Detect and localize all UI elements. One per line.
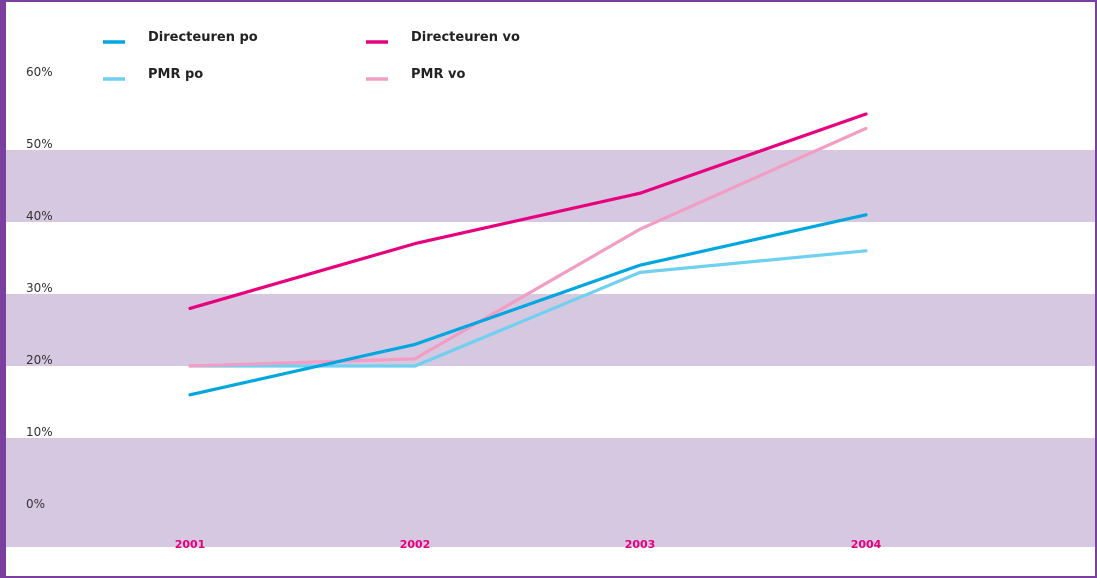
legend-label: PMR vo	[411, 67, 465, 82]
band-0	[6, 438, 1095, 547]
y-tick-label: 20%	[26, 353, 53, 367]
y-tick-label: 50%	[26, 137, 53, 151]
y-axis-ticks: 0% 10% 20% 30% 40% 50% 60%	[26, 65, 53, 511]
y-tick-label: 30%	[26, 281, 53, 295]
y-tick-label: 0%	[26, 497, 45, 511]
series-line-pmr-vo	[188, 126, 868, 368]
y-tick-label: 40%	[26, 209, 53, 223]
x-category-label: 2004	[851, 538, 882, 551]
x-category-label: 2001	[175, 538, 206, 551]
legend: Directeuren po Directeuren vo PMR po PMR vo	[103, 30, 520, 82]
legend-label: Directeuren po	[148, 30, 258, 45]
legend-label: Directeuren vo	[411, 30, 520, 45]
series-line-directeuren-po	[188, 213, 868, 397]
x-category-label: 2003	[625, 538, 656, 551]
legend-label: PMR po	[148, 67, 203, 82]
band-1	[6, 294, 1095, 366]
background-bands	[6, 150, 1095, 547]
x-category-label: 2002	[400, 538, 431, 551]
y-tick-label: 60%	[26, 65, 53, 79]
series-line-directeuren-vo	[188, 112, 868, 310]
series-line-pmr-po	[188, 249, 868, 368]
y-tick-label: 10%	[26, 425, 53, 439]
series-lines	[188, 112, 868, 397]
band-2	[6, 150, 1095, 222]
x-axis-categories: 2001 2002 2003 2004	[175, 538, 882, 551]
